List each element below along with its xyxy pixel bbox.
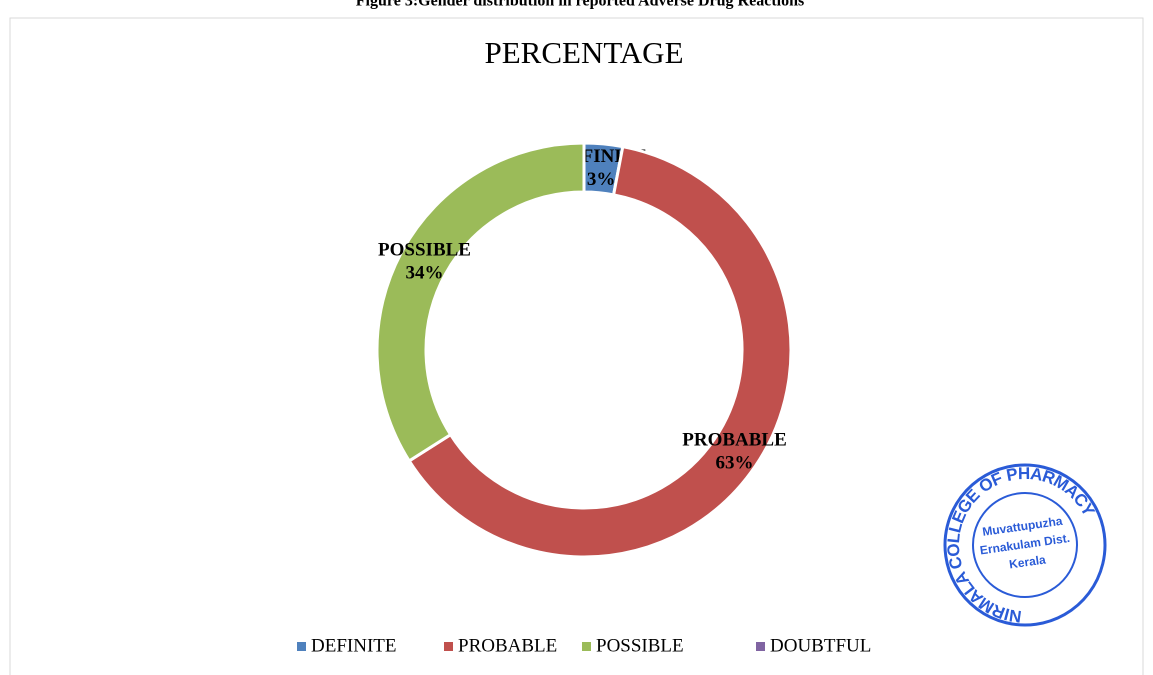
caption: Figure 3:Gender distribution in reported… (356, 0, 804, 10)
legend-swatch (297, 642, 306, 651)
stamp-line: Kerala (1008, 552, 1047, 571)
data-label-name: PROBABLE (682, 430, 787, 451)
legend-swatch (756, 642, 765, 651)
stamp-ring (943, 463, 1107, 627)
legend-label: POSSIBLE (596, 635, 684, 656)
data-label: 3% (587, 169, 616, 190)
chart-border (9, 17, 1144, 675)
stamp: NIRMALA COLLEGE OF PHARMACY Muvattupuzha… (934, 454, 1113, 634)
legend-swatch (444, 642, 453, 651)
donut-segment (375, 141, 586, 463)
chart-title: PERCENTAGE (484, 35, 683, 70)
data-label: 63% (716, 453, 754, 474)
legend-label: DOUBTFUL (770, 635, 871, 656)
stamp-inner (972, 492, 1078, 598)
legend-label: DEFINITE (311, 635, 396, 656)
data-label-name: POSSIBLE (378, 240, 471, 261)
legend: DEFINITE PROBABLE POSSIBLE DOUBTFUL (297, 635, 871, 656)
donut-segment (407, 144, 793, 559)
data-label: 34% (406, 263, 444, 284)
legend-label: PROBABLE (458, 635, 557, 656)
legend-swatch (582, 642, 591, 651)
